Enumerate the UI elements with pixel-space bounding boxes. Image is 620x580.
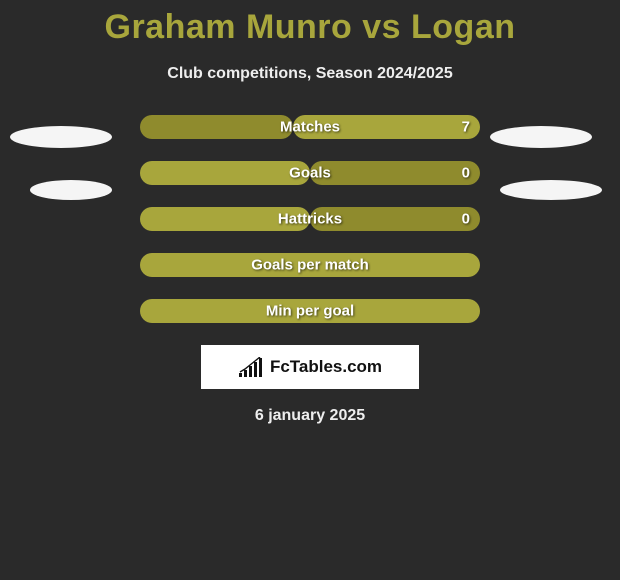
stat-row: Min per goal [140, 299, 480, 323]
stat-label: Matches [280, 119, 340, 136]
player-ellipse [10, 126, 112, 148]
stat-row: Matches 7 [140, 115, 480, 139]
stat-value-right: 0 [462, 165, 470, 182]
stat-bar-left [140, 161, 310, 185]
footer-date: 6 january 2025 [0, 407, 620, 425]
stat-row: Goals 0 [140, 161, 480, 185]
stat-bar-left [140, 115, 293, 139]
player-ellipse [30, 180, 112, 200]
subtitle: Club competitions, Season 2024/2025 [0, 65, 620, 83]
player-ellipse [500, 180, 602, 200]
page-title: Graham Munro vs Logan [0, 0, 620, 47]
stat-label: Hattricks [278, 211, 342, 228]
bar-chart-icon [238, 357, 264, 377]
player-ellipse [490, 126, 592, 148]
stat-row: Goals per match [140, 253, 480, 277]
stat-label: Goals per match [251, 257, 369, 274]
stat-label: Goals [289, 165, 331, 182]
brand-box: FcTables.com [201, 345, 419, 389]
stat-bar-right [310, 161, 480, 185]
stat-row: Hattricks 0 [140, 207, 480, 231]
stat-value-right: 0 [462, 211, 470, 228]
brand-text: FcTables.com [270, 357, 382, 377]
stat-label: Min per goal [266, 303, 354, 320]
stat-value-right: 7 [462, 119, 470, 136]
